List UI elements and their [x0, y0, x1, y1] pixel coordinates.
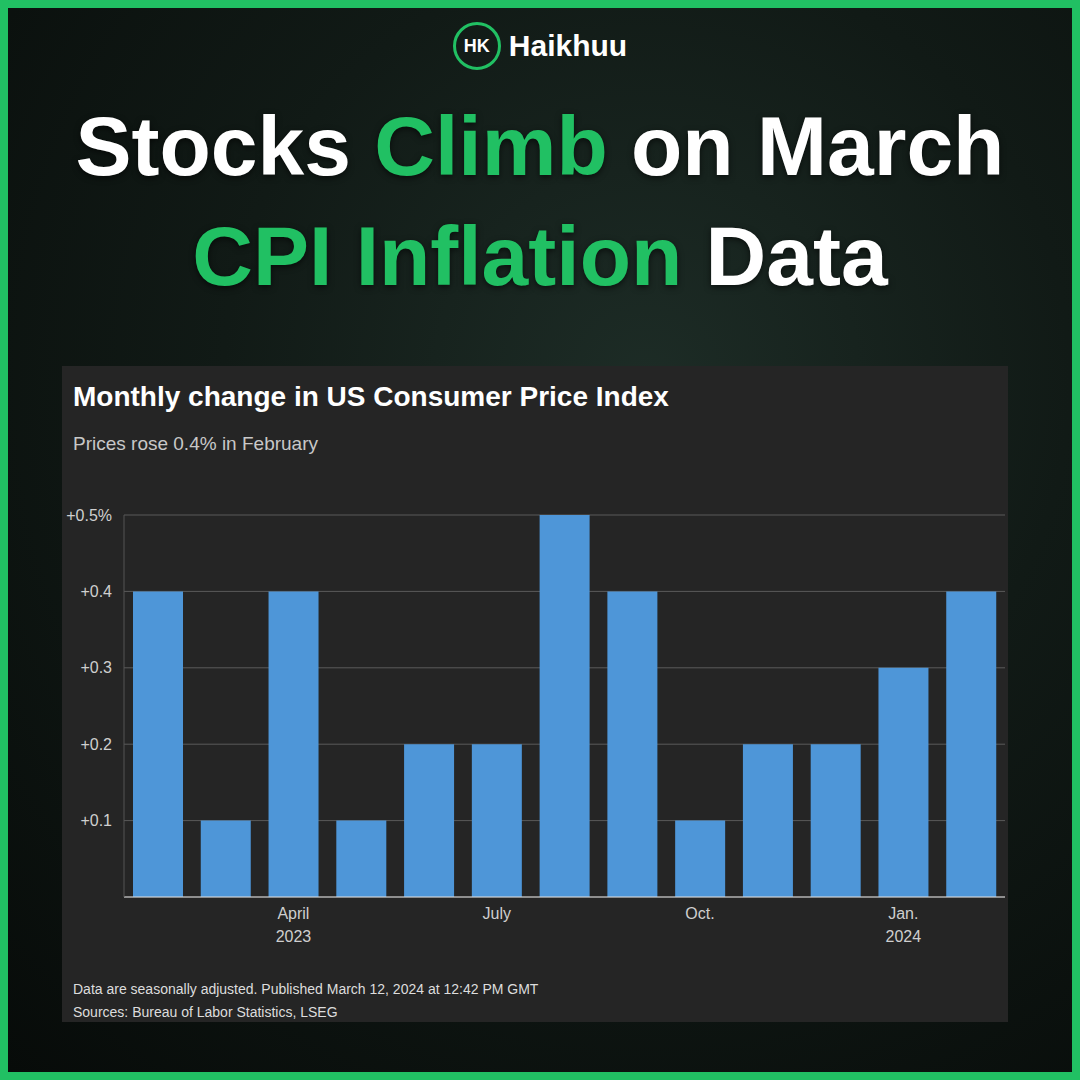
html-text:Haikhuu: Haikhuu — [508, 29, 628, 62]
html-text:CPI Inflation Data: CPI Inflation Data — [192, 209, 888, 303]
svg-text:+0.3: +0.3 — [80, 659, 112, 676]
html-text:Monthly change in US Consumer: Monthly change in US Consumer Price Inde… — [73, 381, 669, 412]
html-text:Sources: Bureau of Labor Stati: Sources: Bureau of Labor Statistics, LSE… — [73, 1004, 338, 1020]
svg-text:+0.4: +0.4 — [80, 583, 112, 600]
svg-text:+0.5%: +0.5% — [66, 507, 112, 524]
html-text:Data are seasonally adjusted.: Data are seasonally adjusted. Published … — [73, 981, 539, 997]
svg-text:Jan.2024: Jan.2024 — [886, 905, 922, 944]
html-text:Stocks Climb on March: Stocks Climb on March — [75, 99, 1005, 193]
svg-text:April2023: April2023 — [276, 905, 312, 944]
svg-text:+0.2: +0.2 — [80, 736, 112, 753]
svg-text:Oct.: Oct. — [685, 905, 714, 922]
html-text:Prices rose 0.4% in February: Prices rose 0.4% in February — [73, 433, 318, 454]
svg-text:+0.1: +0.1 — [80, 812, 112, 829]
svg-text:July: July — [483, 905, 511, 922]
html-text:HK: HK — [463, 35, 490, 56]
